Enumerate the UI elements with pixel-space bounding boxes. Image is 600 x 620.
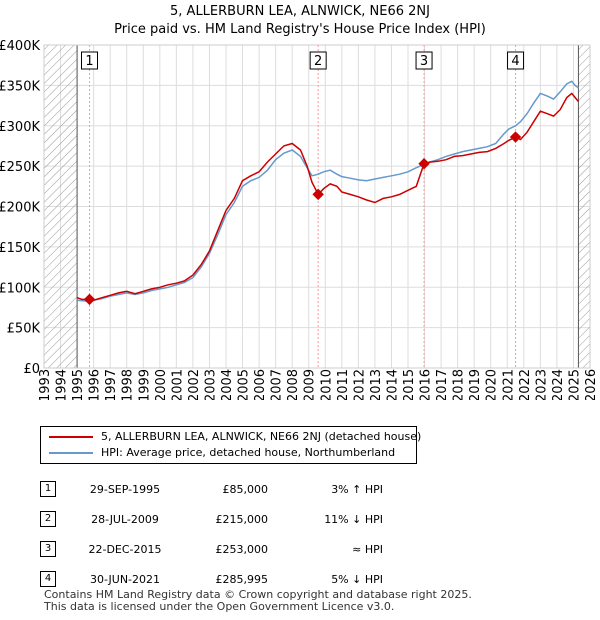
y-tick-label: £350K — [0, 79, 40, 94]
chart-subtitle: Price paid vs. HM Land Registry's House … — [114, 22, 486, 37]
x-tick-label: 2014 — [385, 369, 400, 400]
x-tick-label: 1996 — [88, 369, 103, 400]
x-tick-label: 2022 — [518, 369, 533, 400]
transaction-date: 22-DEC-2015 — [88, 542, 162, 556]
x-tick-label: 2011 — [336, 369, 351, 400]
plot-frame — [43, 44, 591, 369]
transactions-table: 1 29-SEP-1995 £85,000 3% ↑ HPI 2 28-JUL-… — [40, 474, 383, 594]
transaction-price: £285,995 — [215, 572, 269, 586]
footer-licence: This data is licensed under the Open Gov… — [44, 600, 395, 613]
transaction-hpi: 3% ↑ HPI — [331, 482, 383, 496]
x-tick-label: 2018 — [452, 369, 467, 400]
hpi-series-line — [77, 80, 579, 302]
transaction-label-box — [81, 51, 98, 70]
x-tick-label: 2000 — [154, 369, 169, 400]
transaction-hpi: 11% ↓ HPI — [324, 512, 383, 526]
x-tick-label: 2020 — [485, 369, 500, 400]
y-tick-label: £250K — [0, 160, 40, 175]
y-tick-label: £50K — [7, 322, 41, 337]
transaction-label-box — [415, 51, 433, 70]
transaction-hpi: 5% ↓ HPI — [331, 572, 383, 586]
x-tick-label: 2019 — [468, 369, 483, 400]
x-tick-label: 2007 — [270, 369, 285, 400]
x-tick-label: 2015 — [402, 369, 417, 400]
x-tick-label: 1994 — [55, 369, 70, 400]
transaction-date: 30-JUN-2021 — [89, 572, 161, 586]
footer-copyright: Contains HM Land Registry data © Crown c… — [44, 588, 472, 601]
no-data-region-right — [578, 45, 590, 368]
transaction-date: 28-JUL-2009 — [91, 512, 159, 526]
x-tick-label: 2009 — [303, 369, 318, 400]
transaction-label-box — [309, 51, 327, 70]
x-tick-label: 2006 — [253, 369, 268, 400]
property-series-line — [76, 92, 579, 301]
transaction-marker — [312, 188, 324, 201]
x-tick-label: 1995 — [71, 369, 86, 400]
transaction-label: 1 — [85, 54, 93, 69]
x-tick-label: 1998 — [121, 369, 136, 400]
x-tick-label: 1997 — [104, 369, 119, 400]
legend-label-hpi: HPI: Average price, detached house, Nort… — [101, 446, 396, 459]
legend-label-property: 5, ALLERBURN LEA, ALNWICK, NE66 2NJ (det… — [101, 430, 422, 443]
transaction-badge: 4 — [40, 571, 56, 587]
x-tick-label: 2008 — [286, 369, 301, 400]
x-tick-label: 2025 — [567, 369, 582, 400]
x-tick-label: 2012 — [352, 369, 367, 400]
x-tick-label: 2013 — [369, 369, 384, 400]
transaction-price: £215,000 — [215, 512, 269, 526]
transaction-price: £85,000 — [222, 482, 269, 496]
legend-item-property: 5, ALLERBURN LEA, ALNWICK, NE66 2NJ (det… — [49, 429, 421, 445]
x-tick-label: 2026 — [584, 369, 599, 400]
transaction-label: 4 — [511, 54, 519, 69]
legend-swatch-hpi — [49, 452, 93, 454]
table-row: 2 28-JUL-2009 £215,000 11% ↓ HPI — [40, 504, 383, 534]
x-tick-label: 2016 — [419, 369, 434, 400]
y-tick-label: £400K — [0, 39, 40, 54]
x-tick-label: 2003 — [203, 369, 218, 400]
transaction-label: 2 — [314, 54, 322, 69]
legend: 5, ALLERBURN LEA, ALNWICK, NE66 2NJ (det… — [40, 426, 421, 464]
x-tick-label: 2005 — [237, 369, 252, 400]
transaction-badge: 3 — [40, 541, 56, 557]
y-tick-label: £100K — [0, 281, 40, 296]
legend-swatch-property — [49, 436, 93, 438]
y-tick-label: £200K — [0, 201, 40, 216]
transaction-label: 3 — [420, 54, 428, 69]
table-row: 1 29-SEP-1995 £85,000 3% ↑ HPI — [40, 474, 383, 504]
y-tick-label: £300K — [0, 120, 40, 135]
x-tick-label: 1999 — [137, 369, 152, 400]
price-chart: 1 2 3 4 £0 £50K £100K £150K £200K £250K £300K £350… — [0, 39, 599, 400]
x-tick-label: 2001 — [170, 369, 185, 400]
x-tick-label: 2017 — [435, 369, 450, 400]
x-tick-label: 2023 — [534, 369, 549, 400]
transaction-hpi: ≈ HPI — [352, 542, 383, 556]
chart-title: 5, ALLERBURN LEA, ALNWICK, NE66 2NJ — [170, 4, 430, 19]
x-tick-label: 2021 — [501, 369, 516, 400]
y-tick-label: £150K — [0, 241, 40, 256]
y-tick-label: £0 — [23, 362, 40, 377]
transaction-marker — [509, 131, 522, 143]
transaction-label-box — [507, 51, 525, 70]
table-row: 4 30-JUN-2021 £285,995 5% ↓ HPI — [40, 564, 383, 594]
transaction-marker — [83, 293, 96, 306]
no-data-region-left — [44, 45, 78, 368]
table-row: 3 22-DEC-2015 £253,000 ≈ HPI — [40, 534, 383, 564]
transaction-marker — [418, 157, 430, 170]
legend-item-hpi: HPI: Average price, detached house, Nort… — [49, 445, 395, 461]
transaction-date: 29-SEP-1995 — [89, 482, 161, 496]
transaction-badge: 2 — [40, 511, 56, 527]
x-tick-label: 1993 — [38, 369, 53, 400]
transaction-badge: 1 — [40, 481, 56, 497]
x-tick-label: 2004 — [220, 369, 235, 400]
x-tick-label: 2010 — [319, 369, 334, 400]
transaction-price: £253,000 — [215, 542, 269, 556]
x-tick-label: 2002 — [187, 369, 202, 400]
x-tick-label: 2024 — [551, 369, 566, 400]
